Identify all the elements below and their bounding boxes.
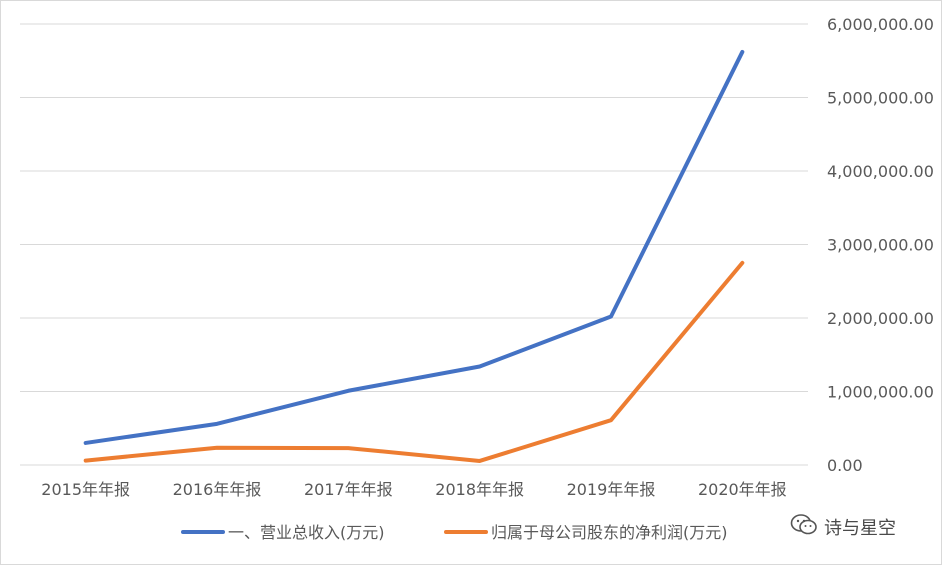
legend-label: 归属于母公司股东的净利润(万元)	[491, 523, 728, 542]
y-tick-label: 1,000,000.00	[827, 383, 934, 402]
series-line-1	[83, 260, 745, 463]
wechat-icon	[790, 513, 818, 541]
y-tick-label: 5,000,000.00	[827, 89, 934, 108]
x-tick-label: 2018年年报	[435, 480, 524, 499]
x-tick-label: 2020年年报	[698, 480, 787, 499]
y-tick-label: 4,000,000.00	[827, 162, 934, 181]
legend-label: 一、营业总收入(万元)	[228, 523, 385, 542]
x-tick-label: 2015年年报	[41, 480, 130, 499]
y-tick-label: 3,000,000.00	[827, 236, 934, 255]
x-tick-label: 2017年年报	[304, 480, 393, 499]
watermark-text: 诗与星空	[824, 518, 896, 539]
series-line-0	[83, 49, 745, 445]
y-tick-label: 6,000,000.00	[827, 15, 934, 34]
x-tick-label: 2019年年报	[567, 480, 656, 499]
watermark: 诗与星空	[790, 512, 896, 542]
x-tick-label: 2016年年报	[173, 480, 262, 499]
y-tick-label: 0.00	[827, 456, 863, 475]
y-tick-label: 2,000,000.00	[827, 309, 934, 328]
